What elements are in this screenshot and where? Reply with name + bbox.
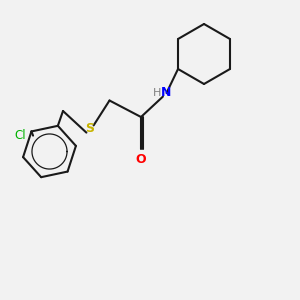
Text: O: O <box>136 153 146 166</box>
Text: H: H <box>153 88 161 98</box>
Text: S: S <box>85 122 94 136</box>
Text: Cl: Cl <box>14 129 26 142</box>
Text: N: N <box>161 86 172 100</box>
